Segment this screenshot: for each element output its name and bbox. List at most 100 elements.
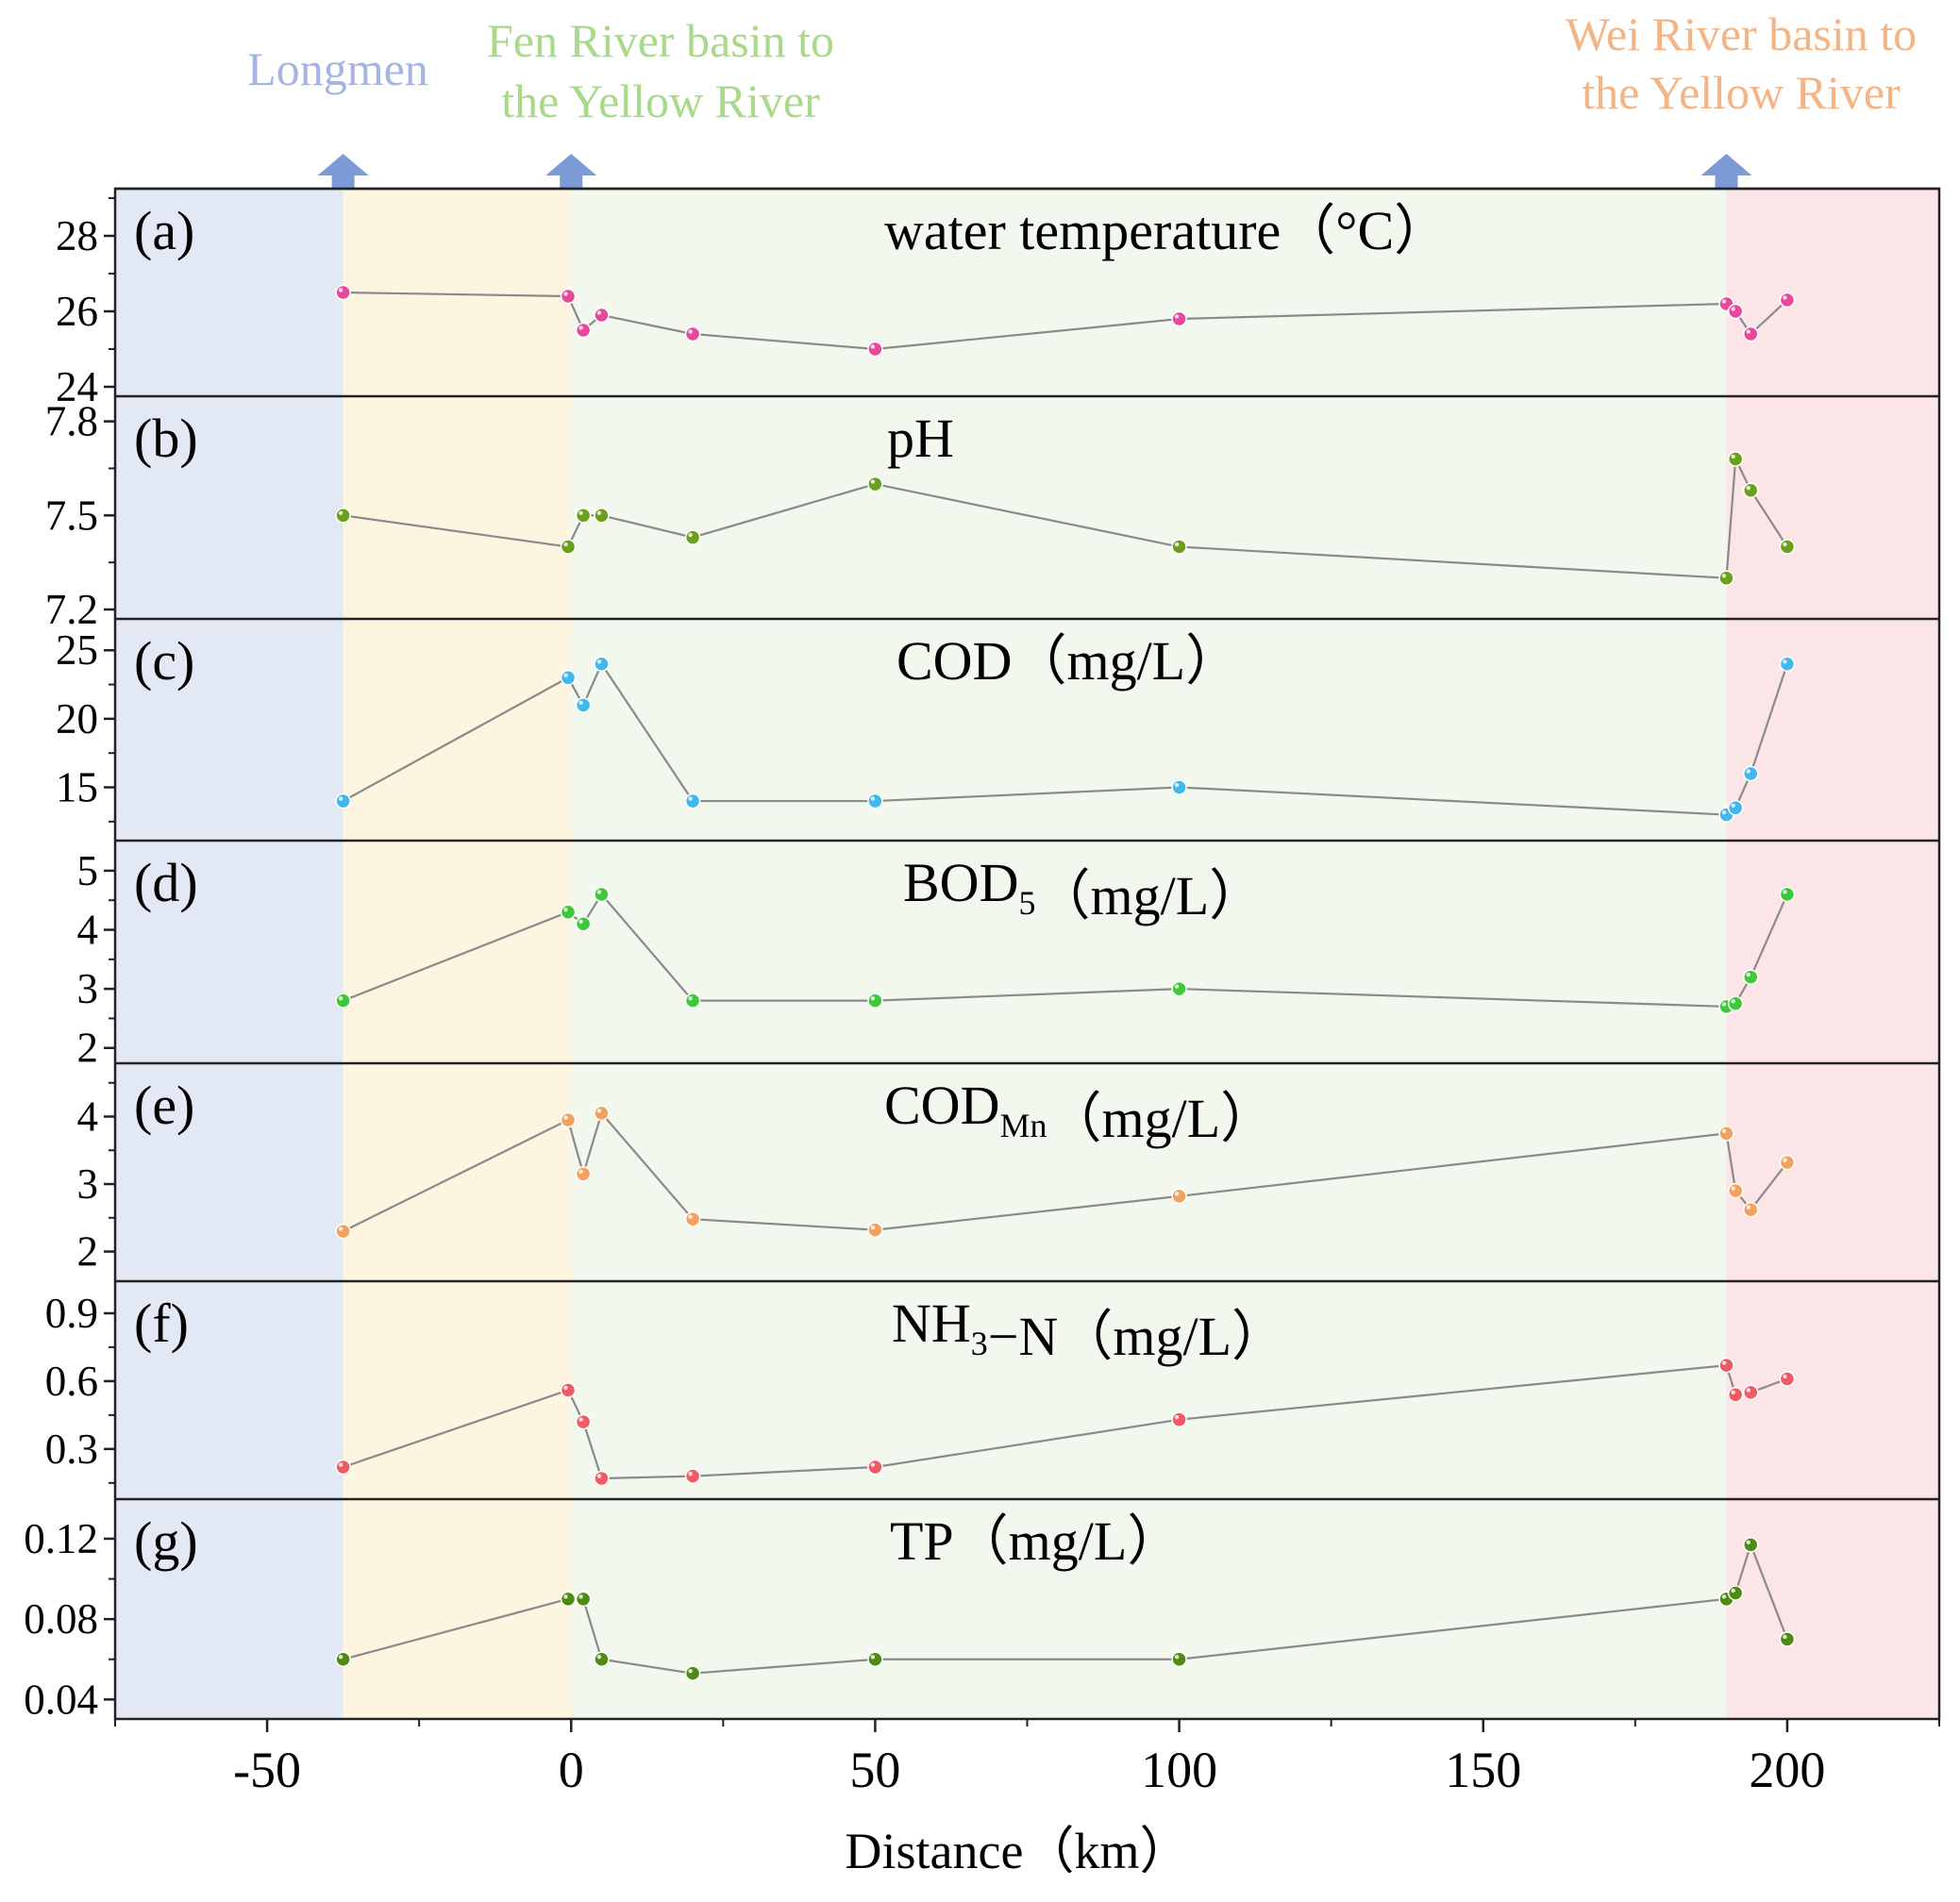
data-point (1171, 779, 1187, 795)
data-point (1718, 1357, 1734, 1374)
title-text: （mg/L） (1047, 1088, 1275, 1149)
data-point (867, 993, 883, 1009)
region-fen-to-wei-zone (571, 189, 1727, 1719)
data-point (1718, 570, 1734, 587)
y-tick-label: 20 (56, 695, 98, 742)
data-point (560, 1382, 577, 1398)
panel-label: (b) (134, 408, 198, 469)
title-subscript: Mn (999, 1107, 1047, 1144)
data-point (560, 904, 577, 920)
panel-e: 2 3 4 (e) CODMn（mg/L） (77, 1061, 1939, 1276)
panel-c: 15 20 25 (c) COD（mg/L） (56, 617, 1939, 823)
annotation-wei-river-line-2: the Yellow River (1582, 66, 1901, 119)
data-point (684, 993, 701, 1009)
annotation-wei-river-line-1: Wei River basin to (1566, 8, 1917, 60)
y-tick-label: 15 (56, 764, 98, 811)
data-point (867, 1459, 883, 1476)
data-point (684, 1468, 701, 1484)
data-point (1727, 1387, 1744, 1403)
data-point (1779, 539, 1796, 555)
data-point (867, 341, 883, 358)
y-tick-label: 0.9 (45, 1290, 98, 1337)
data-point (575, 1166, 592, 1182)
x-tick-label: 200 (1749, 1742, 1825, 1798)
data-point (1779, 1154, 1796, 1171)
data-point (684, 1665, 701, 1681)
y-tick-label: 3 (77, 965, 99, 1012)
y-tick-label: 0.12 (24, 1515, 98, 1562)
data-point (575, 1413, 592, 1430)
data-point (1743, 482, 1759, 498)
data-point (335, 508, 351, 524)
y-tick-label: 4 (77, 907, 99, 954)
region-fen-upstream-zone (343, 189, 572, 1719)
data-point (594, 1105, 610, 1122)
data-point (1727, 1182, 1744, 1199)
data-point (1727, 1585, 1744, 1601)
y-tick-label: 28 (56, 212, 98, 259)
data-point (335, 1459, 351, 1476)
arrow-icon-wei-river (1700, 154, 1752, 189)
y-tick-label: 3 (77, 1160, 99, 1208)
data-point (867, 1222, 883, 1238)
y-tick-label: 26 (56, 288, 98, 335)
panel-label: (c) (134, 630, 194, 692)
y-tick-label: 7.2 (45, 586, 98, 633)
data-point (1779, 656, 1796, 673)
data-point (684, 325, 701, 342)
data-point (684, 1210, 701, 1227)
title-text: −N（mg/L） (988, 1306, 1286, 1367)
data-point (560, 539, 577, 555)
data-point (1727, 303, 1744, 320)
region-longmen-zone (115, 189, 343, 1719)
data-point (594, 1470, 610, 1487)
annotation-fen-river-line-2: the Yellow River (501, 75, 820, 127)
data-point (335, 993, 351, 1009)
data-point (1743, 1384, 1759, 1401)
data-point (594, 886, 610, 903)
y-tick-label: 2 (77, 1228, 99, 1276)
x-tick-label: 50 (849, 1742, 900, 1798)
data-point (867, 1651, 883, 1667)
data-point (1779, 1631, 1796, 1647)
data-point (1743, 969, 1759, 985)
data-point (560, 670, 577, 686)
data-point (1171, 310, 1187, 327)
region-wei-downstream-zone (1726, 189, 1939, 1719)
data-point (335, 1651, 351, 1667)
x-axis-label: Distance（km） (846, 1823, 1191, 1879)
data-point (1727, 800, 1744, 816)
y-tick-label: 5 (77, 847, 99, 894)
data-point (594, 508, 610, 524)
data-point (1171, 1651, 1187, 1667)
data-point (1743, 1537, 1759, 1553)
panel-title: pH (887, 408, 954, 469)
panel-label: (d) (134, 852, 198, 913)
panel-b: 7.2 7.5 7.8 (b) pH (45, 394, 1939, 633)
data-point (1743, 1201, 1759, 1218)
data-point (594, 1651, 610, 1667)
data-point (1171, 539, 1187, 555)
title-text: （mg/L） (1035, 865, 1264, 926)
panel-title: NH3−N（mg/L） (892, 1293, 1286, 1367)
y-tick-label: 25 (56, 626, 98, 674)
data-point (575, 508, 592, 524)
y-tick-label: 24 (56, 363, 98, 410)
data-point (1727, 995, 1744, 1012)
title-text: COD (884, 1075, 999, 1136)
x-tick-label: -50 (233, 1742, 301, 1798)
data-point (1727, 451, 1744, 467)
panel-label: (e) (134, 1075, 194, 1136)
y-tick-label: 7.8 (45, 398, 98, 445)
data-point (1779, 886, 1796, 903)
data-point (560, 1591, 577, 1608)
data-point (1779, 292, 1796, 309)
data-point (575, 697, 592, 713)
title-text: NH (892, 1293, 971, 1354)
data-point (575, 322, 592, 339)
panel-title: CODMn（mg/L） (884, 1075, 1275, 1149)
data-point (1171, 1188, 1187, 1205)
data-point (867, 476, 883, 492)
panel-a: 24 26 28 (a) water temperature（°C） (56, 187, 1939, 410)
